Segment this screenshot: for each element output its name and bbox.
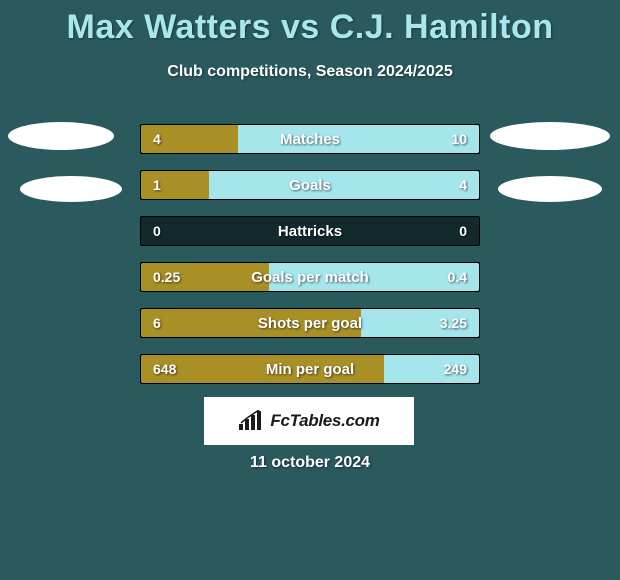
stat-label: Matches [141,125,479,153]
fctables-logo: FcTables.com [204,397,414,445]
stats-chart: 410Matches 14Goals 00Hattricks 0.250.4Goals… [140,124,480,400]
stat-label: Goals [141,171,479,199]
stat-label: Hattricks [141,217,479,245]
stat-label: Goals per match [141,263,479,291]
stat-row: 648249Min per goal [140,354,480,384]
stat-row: 63.25Shots per goal [140,308,480,338]
page-title: Max Watters vs C.J. Hamilton [0,0,620,47]
avatar-placeholder [498,176,602,202]
logo-text: FcTables.com [270,411,379,431]
stat-label: Min per goal [141,355,479,383]
bar-chart-icon [238,410,264,432]
stat-row: 410Matches [140,124,480,154]
stat-row: 14Goals [140,170,480,200]
date-label: 11 october 2024 [0,454,620,472]
stat-row: 0.250.4Goals per match [140,262,480,292]
avatar-placeholder [8,122,114,150]
subtitle: Club competitions, Season 2024/2025 [0,63,620,81]
avatar-placeholder [20,176,122,202]
avatar-placeholder [490,122,610,150]
stat-row: 00Hattricks [140,216,480,246]
stat-label: Shots per goal [141,309,479,337]
